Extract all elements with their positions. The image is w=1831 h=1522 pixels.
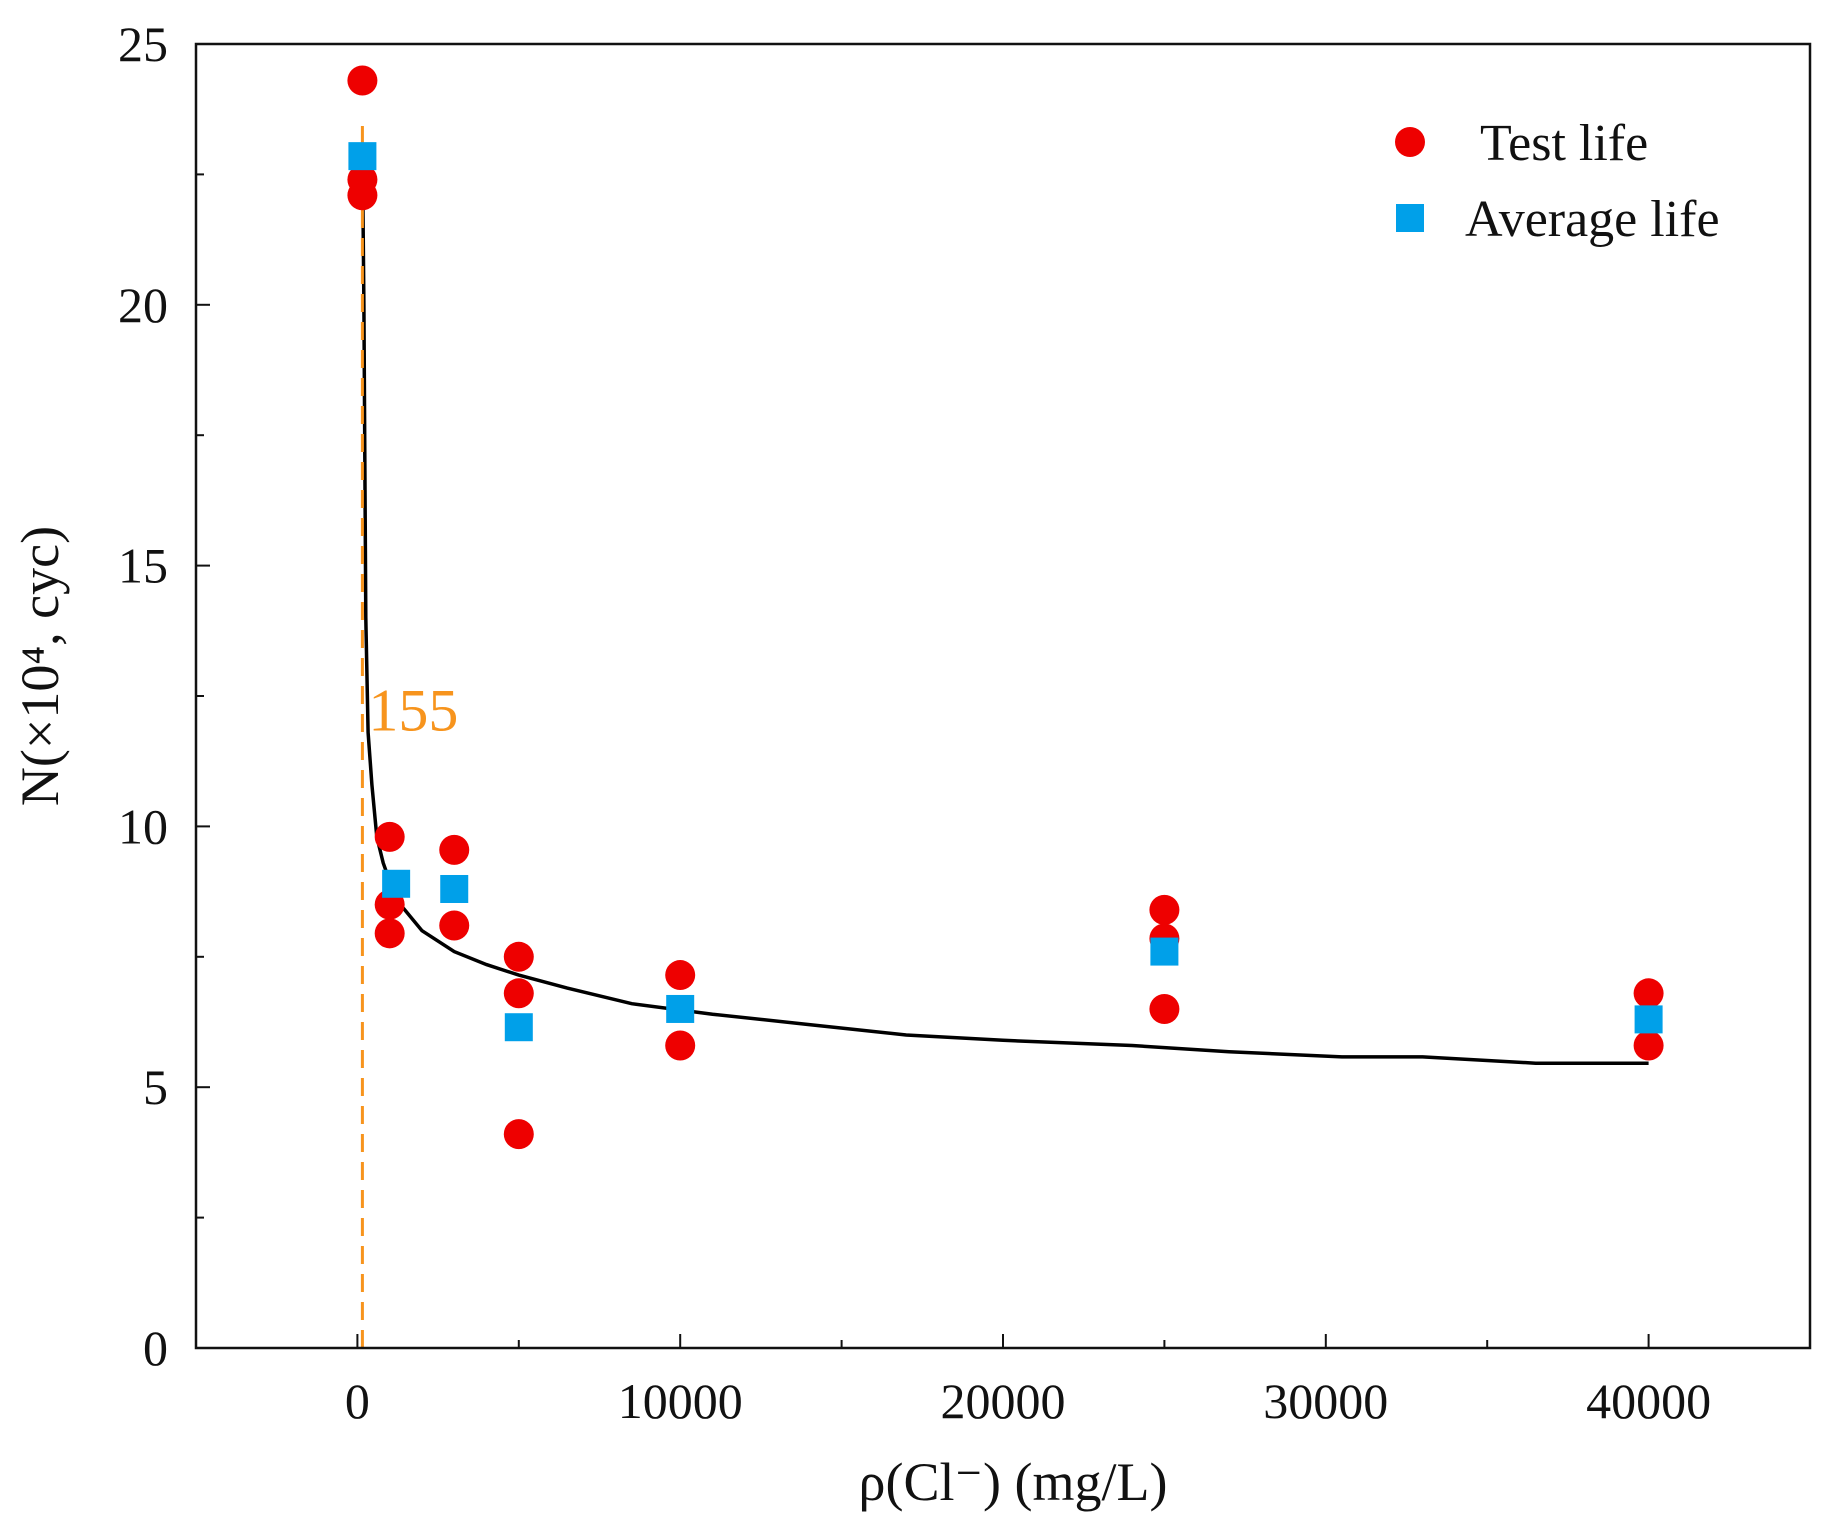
x-tick-label: 30000	[1263, 1373, 1388, 1429]
average-life-point	[348, 142, 377, 171]
plot-area-frame	[194, 42, 1812, 1350]
y-tick-label: 0	[143, 1320, 168, 1376]
x-axis-title: ρ(Cl⁻) (mg/L)	[859, 1452, 1168, 1512]
data-points-layer	[347, 65, 1664, 1150]
test-life-point	[347, 180, 378, 211]
average-life-point	[1150, 937, 1179, 966]
legend-marker-test-life	[1395, 127, 1425, 157]
y-axis-title: N(×10⁴, cyc)	[10, 526, 70, 806]
legend: Test life Average life	[1395, 115, 1720, 248]
average-life-point	[666, 994, 695, 1023]
test-life-point	[1149, 894, 1180, 925]
test-life-point	[503, 941, 534, 972]
test-life-point	[374, 918, 405, 949]
test-life-point	[439, 834, 470, 865]
legend-marker-average-life	[1396, 204, 1424, 232]
y-tick-label: 25	[118, 16, 168, 72]
average-life-point	[382, 869, 411, 898]
x-tick-label: 0	[345, 1373, 370, 1429]
y-tick-label: 5	[143, 1059, 168, 1115]
x-tick-label: 40000	[1586, 1373, 1711, 1429]
test-life-point	[347, 65, 378, 96]
tick-labels-layer: 0 10000 20000 30000 40000 0 5 10 15 20 25	[118, 16, 1711, 1429]
fitted-curve-layer	[360, 169, 1649, 1065]
y-tick-label: 15	[118, 538, 168, 594]
test-life-point	[503, 1119, 534, 1150]
legend-label-average-life: Average life	[1465, 191, 1720, 248]
test-life-point	[1633, 978, 1664, 1009]
fitted-curve-line	[360, 169, 1649, 1065]
test-life-point	[665, 1030, 696, 1061]
average-life-point	[1634, 1005, 1663, 1034]
test-life-point	[503, 978, 534, 1009]
legend-label-test-life: Test life	[1480, 115, 1648, 172]
y-tick-label: 20	[118, 277, 168, 333]
average-life-point	[504, 1013, 533, 1042]
test-life-point	[374, 821, 405, 852]
x-tick-label: 10000	[618, 1373, 743, 1429]
x-tick-label: 20000	[941, 1373, 1066, 1429]
test-life-point	[439, 910, 470, 941]
test-life-point	[1633, 1030, 1664, 1061]
average-life-point	[440, 874, 469, 903]
test-life-point	[665, 960, 696, 991]
threshold-label: 155	[368, 677, 458, 743]
test-life-point	[1149, 993, 1180, 1024]
annotation-layer: 155	[360, 122, 458, 1348]
y-tick-label: 10	[118, 798, 168, 854]
